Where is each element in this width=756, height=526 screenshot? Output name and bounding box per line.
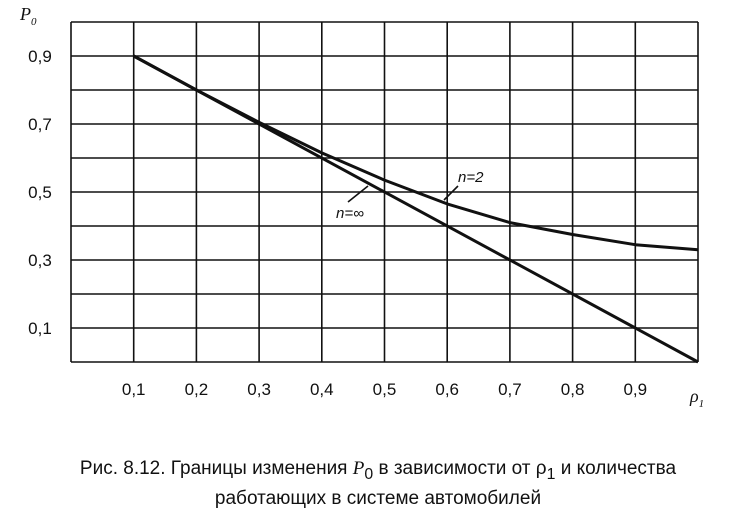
x-axis-label: ρ1 bbox=[689, 386, 704, 410]
y-tick-label: 0,1 bbox=[28, 319, 52, 338]
y-tick-label: 0,5 bbox=[28, 183, 52, 202]
x-tick-label: 0,4 bbox=[310, 380, 334, 399]
x-tick-label: 0,5 bbox=[373, 380, 397, 399]
y-tick-label: 0,3 bbox=[28, 251, 52, 270]
figure-caption-line-1: Рис. 8.12. Границы изменения P0 в зависи… bbox=[79, 458, 677, 483]
chart-area: 0,9 0,7 0,5 0,3 0,1 0,1 0,2 0,3 0,4 0,5 0,6 0,7 0,8… bbox=[19, 4, 704, 410]
y-tick-label: 0,9 bbox=[28, 47, 52, 66]
x-tick-label: 0,2 bbox=[185, 380, 209, 399]
x-tick-label: 0,6 bbox=[435, 380, 459, 399]
label-leader-n2 bbox=[443, 185, 459, 201]
curves bbox=[132, 54, 699, 364]
x-tick-label: 0,1 bbox=[122, 380, 146, 399]
x-tick-label: 0,7 bbox=[498, 380, 522, 399]
x-tick-label: 0,9 bbox=[623, 380, 647, 399]
figure-caption-line-2: работающих в системе автомобилей bbox=[214, 488, 542, 509]
x-tick-label: 0,3 bbox=[247, 380, 271, 399]
label-leader-ninf bbox=[347, 185, 369, 203]
x-tick-labels: 0,1 0,2 0,3 0,4 0,5 0,6 0,7 0,8 0,9 bbox=[122, 380, 647, 399]
y-axis-label: P0 bbox=[19, 4, 37, 28]
series-label-ninf: n=∞ bbox=[336, 205, 364, 222]
x-tick-label: 0,8 bbox=[561, 380, 585, 399]
series-label-n2: n=2 bbox=[458, 169, 484, 186]
y-tick-label: 0,7 bbox=[28, 115, 52, 134]
series-line-n2 bbox=[132, 54, 699, 252]
y-tick-labels: 0,9 0,7 0,5 0,3 0,1 bbox=[28, 47, 52, 338]
grid bbox=[70, 21, 699, 363]
